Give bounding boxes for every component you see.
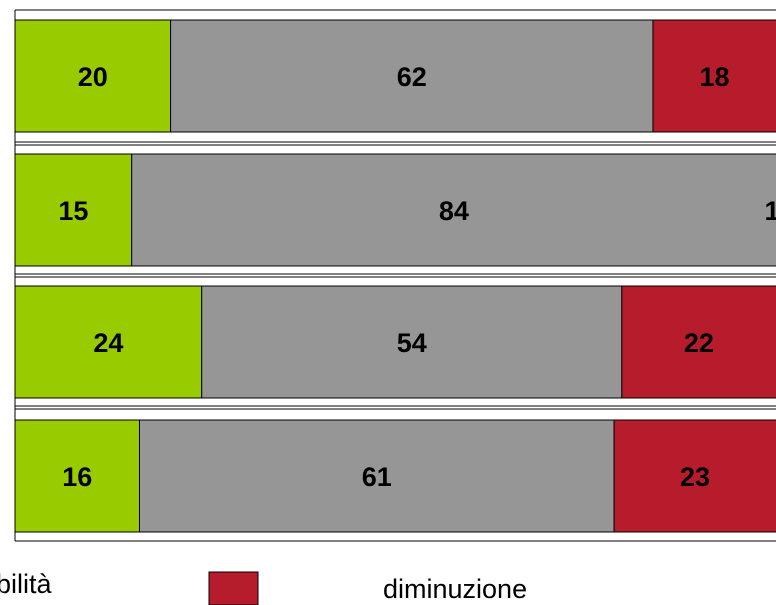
bar-1-segment-2 xyxy=(170,19,654,133)
legend-label-1: bilità xyxy=(0,569,53,599)
legend-swatch-diminuzione xyxy=(208,571,259,605)
data-label-bar-1-segment-1: 20 xyxy=(78,62,108,92)
bar-4-segment-1 xyxy=(14,419,140,533)
data-label-bar-2-segment-2: 84 xyxy=(439,196,469,226)
data-label-bar-2-segment-1: 15 xyxy=(58,196,88,226)
data-label-bar-4-segment-1: 16 xyxy=(62,462,92,492)
bar-2-segment-2 xyxy=(131,153,776,267)
legend: bilità diminuzione xyxy=(0,569,527,605)
bar-4-segment-3 xyxy=(613,419,776,533)
bar-2-segment-1 xyxy=(14,153,133,267)
data-label-bar-3-segment-2: 54 xyxy=(397,328,427,358)
data-label-bar-1-segment-2: 62 xyxy=(397,62,427,92)
legend-label-2: diminuzione xyxy=(383,574,527,604)
bar-3-segment-1 xyxy=(14,285,203,399)
data-label-bar-3-segment-1: 24 xyxy=(93,328,123,358)
data-label-bar-1-segment-3: 18 xyxy=(699,62,729,92)
bar-1-segment-3 xyxy=(652,19,776,133)
bar-3-segment-3 xyxy=(621,285,776,399)
data-label-bar-3-segment-3: 22 xyxy=(684,328,714,358)
plot-frame xyxy=(14,9,776,542)
data-labels-group: 20 62 18 15 84 1 24 54 22 16 61 23 xyxy=(58,62,776,492)
bars-group xyxy=(14,19,776,533)
data-label-bar-4-segment-2: 61 xyxy=(362,462,392,492)
data-label-bar-2-segment-3: 1 xyxy=(764,196,776,226)
data-label-bar-4-segment-3: 23 xyxy=(680,462,710,492)
